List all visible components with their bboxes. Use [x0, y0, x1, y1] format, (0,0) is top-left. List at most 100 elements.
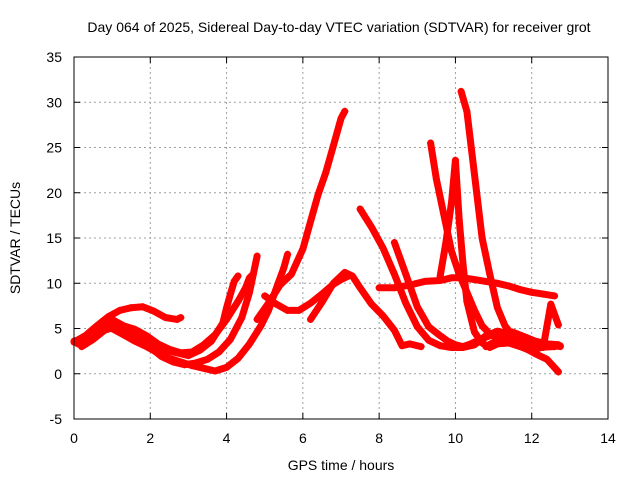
data-point [368, 223, 376, 231]
data-point [322, 169, 330, 177]
data-point [379, 244, 387, 252]
series-track-11 [375, 274, 559, 300]
data-point [375, 284, 383, 292]
y-tick-label: 35 [46, 49, 62, 65]
y-tick-label: 0 [54, 366, 62, 382]
data-point [177, 358, 185, 366]
data-point [478, 234, 486, 242]
data-point [245, 340, 253, 348]
data-point [390, 270, 398, 278]
data-point [463, 297, 471, 305]
data-point [442, 239, 450, 247]
data-point [116, 306, 124, 314]
data-point [177, 349, 185, 357]
data-point [547, 300, 555, 308]
data-point [497, 329, 505, 337]
data-point [516, 335, 524, 343]
data-point [142, 343, 150, 351]
data-point [306, 299, 314, 307]
data-point [165, 354, 173, 362]
data-point [177, 314, 185, 322]
chart-title: Day 064 of 2025, Sidereal Day-to-day VTE… [87, 19, 590, 35]
x-tick-label: 6 [299, 430, 307, 446]
data-point [543, 355, 551, 363]
data-point [406, 340, 414, 348]
data-point [459, 261, 467, 269]
data-point [516, 286, 524, 294]
data-point [448, 248, 456, 256]
series-track-15 [482, 300, 562, 352]
data-point [455, 216, 463, 224]
data-point [547, 343, 555, 351]
data-point [200, 341, 208, 349]
data-point [215, 348, 223, 356]
data-point [139, 303, 147, 311]
data-point [188, 348, 196, 356]
data-point [120, 331, 128, 339]
data-point [150, 307, 158, 315]
data-point [482, 343, 490, 351]
data-point [257, 322, 265, 330]
data-point [478, 339, 486, 347]
data-point [173, 315, 181, 323]
data-point [223, 304, 231, 312]
data-point [341, 107, 349, 115]
x-tick-label: 14 [600, 430, 616, 446]
data-point [444, 337, 452, 345]
data-point [230, 277, 238, 285]
data-point [539, 290, 547, 298]
data-point [486, 330, 494, 338]
data-point [486, 270, 494, 278]
data-point [457, 87, 465, 95]
data-point [234, 297, 242, 305]
data-point [413, 303, 421, 311]
data-point [314, 191, 322, 199]
data-point [505, 282, 513, 290]
data-point [329, 142, 337, 150]
data-point [165, 345, 173, 353]
data-point [379, 312, 387, 320]
data-point [451, 341, 459, 349]
data-point [284, 250, 292, 258]
data-point [142, 332, 150, 340]
data-point [245, 288, 253, 296]
x-tick-label: 4 [223, 430, 231, 446]
data-point [493, 336, 501, 344]
data-point [306, 218, 314, 226]
x-tick-label: 10 [448, 430, 464, 446]
data-point [501, 322, 509, 330]
x-axis-label: GPS time / hours [288, 457, 395, 473]
series-line [74, 270, 257, 357]
data-point [276, 281, 284, 289]
data-point [368, 300, 376, 308]
data-point [299, 245, 307, 253]
data-point [154, 340, 162, 348]
data-point [318, 298, 326, 306]
data-point [556, 342, 564, 350]
data-point [471, 276, 478, 284]
data-point [390, 326, 398, 334]
data-point [551, 292, 559, 300]
x-tick-label: 8 [375, 430, 383, 446]
data-point [390, 284, 398, 292]
y-tick-label: 15 [46, 230, 62, 246]
data-point [223, 363, 231, 371]
data-point [284, 306, 292, 314]
data-point [211, 331, 219, 339]
x-tick-label: 12 [524, 430, 540, 446]
data-point [436, 342, 444, 350]
data-point [554, 368, 562, 376]
data-point [413, 323, 421, 331]
data-point [131, 337, 139, 345]
data-point [402, 299, 410, 307]
data-point [436, 272, 444, 280]
data-point [131, 325, 139, 333]
data-point [253, 315, 261, 323]
data-point [280, 264, 288, 272]
data-point [272, 300, 280, 308]
data-point [471, 328, 478, 336]
data-point [341, 268, 349, 276]
y-tick-label: 30 [46, 94, 62, 110]
data-point [154, 349, 162, 357]
